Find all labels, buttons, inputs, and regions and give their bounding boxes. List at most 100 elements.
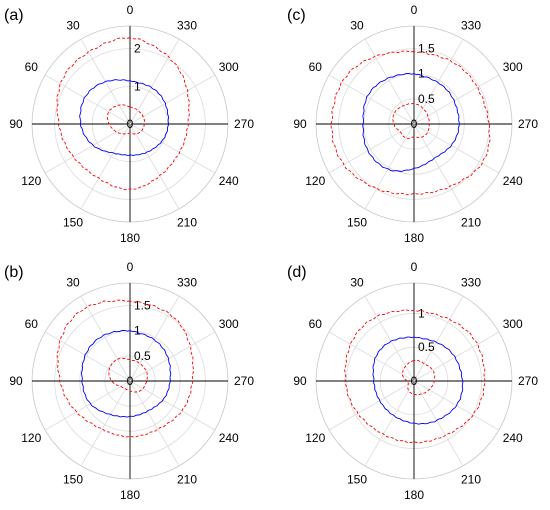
angular-gridline xyxy=(413,295,464,382)
panel-label: (d) xyxy=(287,264,307,281)
data-series xyxy=(330,50,491,196)
radial-tick-label: 2 xyxy=(134,42,141,56)
angular-gridline xyxy=(413,123,464,210)
radial-tick-label: 0 xyxy=(127,374,134,388)
angle-tick-label: 240 xyxy=(503,431,523,445)
angle-tick-label: 240 xyxy=(503,174,523,188)
angular-gridline xyxy=(328,331,415,382)
angle-tick-label: 300 xyxy=(503,60,523,74)
angle-tick-label: 150 xyxy=(347,216,367,230)
angle-tick-label: 180 xyxy=(404,231,424,245)
angle-tick-label: 300 xyxy=(503,317,523,331)
angle-tick-label: 0 xyxy=(411,260,418,274)
angle-tick-label: 60 xyxy=(309,317,323,331)
angular-gridline xyxy=(413,380,464,467)
angle-tick-label: 180 xyxy=(120,231,140,245)
angle-tick-label: 150 xyxy=(63,473,83,487)
angle-tick-label: 330 xyxy=(461,18,481,32)
angle-tick-label: 60 xyxy=(25,60,39,74)
radial-tick-label: 0.5 xyxy=(134,349,151,363)
polar-grid xyxy=(31,282,229,480)
angle-tick-label: 330 xyxy=(177,275,197,289)
solid-series-curve xyxy=(79,79,170,156)
angle-tick-label: 120 xyxy=(305,431,325,445)
angular-gridline xyxy=(328,380,415,431)
radial-tick-labels: 0 1 2 xyxy=(127,42,141,131)
angle-tick-label: 270 xyxy=(234,374,254,388)
angle-tick-label: 0 xyxy=(127,3,134,17)
radial-tick-label: 1 xyxy=(134,79,141,93)
angle-tick-label: 30 xyxy=(350,275,364,289)
radial-tick-label: 0.5 xyxy=(418,92,435,106)
angular-gridline xyxy=(129,380,180,467)
radial-tick-label: 0 xyxy=(127,117,134,131)
angular-gridline xyxy=(413,331,500,382)
panel-label: (b) xyxy=(4,264,24,281)
angular-gridline xyxy=(80,380,131,467)
angle-tick-label: 120 xyxy=(305,174,325,188)
angle-tick-label: 30 xyxy=(66,275,80,289)
angle-tick-label: 120 xyxy=(21,174,41,188)
panel-a: 0 1 2 0 30 60 90 120 150 180 210 240 270 300 330 (a) xyxy=(4,3,254,245)
radial-tick-label: 1.5 xyxy=(418,42,435,56)
angle-tick-label: 330 xyxy=(177,18,197,32)
angle-tick-label: 210 xyxy=(177,473,197,487)
angular-gridline xyxy=(364,38,415,125)
angular-gridline xyxy=(44,123,131,174)
radial-tick-label: 1 xyxy=(418,306,425,320)
polar-grid xyxy=(315,282,513,480)
angle-tick-label: 180 xyxy=(120,488,140,502)
angle-tick-label: 300 xyxy=(219,317,239,331)
angle-tick-label: 30 xyxy=(66,18,80,32)
data-series xyxy=(344,309,486,444)
angular-gridline xyxy=(413,123,500,174)
angular-gridline xyxy=(413,38,464,125)
angle-tick-label: 240 xyxy=(219,174,239,188)
panel-c: 00.5 1 1.5 0 30 60 90 120 150 180 210 240 270 300 330… xyxy=(287,3,538,245)
data-series xyxy=(56,299,195,438)
angle-tick-label: 330 xyxy=(461,275,481,289)
radial-tick-labels: 00.51 xyxy=(411,306,435,388)
angular-gridline xyxy=(364,295,415,382)
angular-gridline xyxy=(80,295,131,382)
angle-tick-label: 90 xyxy=(9,374,23,388)
dashed-series-curve xyxy=(392,103,430,139)
angular-gridline xyxy=(364,123,415,210)
angular-gridline xyxy=(44,331,131,382)
angle-tick-label: 120 xyxy=(21,431,41,445)
data-series xyxy=(56,37,190,191)
angle-tick-label: 270 xyxy=(518,374,538,388)
angular-gridline xyxy=(129,295,180,382)
angle-tick-label: 210 xyxy=(177,216,197,230)
angle-tick-label: 90 xyxy=(293,117,307,131)
radial-tick-label: 1 xyxy=(134,324,141,338)
angle-tick-label: 90 xyxy=(293,374,307,388)
panel-label: (a) xyxy=(4,7,24,24)
angle-tick-label: 270 xyxy=(234,117,254,131)
angle-tick-label: 210 xyxy=(461,216,481,230)
angle-tick-label: 0 xyxy=(127,260,134,274)
dashed-series-curve xyxy=(56,37,190,191)
angular-gridline xyxy=(44,74,131,125)
angle-tick-label: 90 xyxy=(9,117,23,131)
dashed-series-curve xyxy=(106,104,146,135)
angular-gridline xyxy=(44,380,131,431)
angle-tick-label: 150 xyxy=(63,216,83,230)
radial-tick-label: 0 xyxy=(411,117,418,131)
angle-tick-label: 270 xyxy=(518,117,538,131)
angle-tick-label: 60 xyxy=(309,60,323,74)
dashed-series-curve xyxy=(401,359,436,396)
radial-tick-label: 0 xyxy=(411,374,418,388)
angular-gridline xyxy=(364,380,415,467)
solid-series-curve xyxy=(80,330,172,418)
angular-gridline xyxy=(129,123,216,174)
angle-tick-labels: 0 30 60 90 120 150 180 210 240 270 300 330 xyxy=(293,3,538,245)
radial-tick-label: 1 xyxy=(418,67,425,81)
angular-gridline xyxy=(129,331,216,382)
angle-tick-label: 30 xyxy=(350,18,364,32)
panel-b: 00.511.5 0306090120150180210240270300330… xyxy=(4,260,254,502)
